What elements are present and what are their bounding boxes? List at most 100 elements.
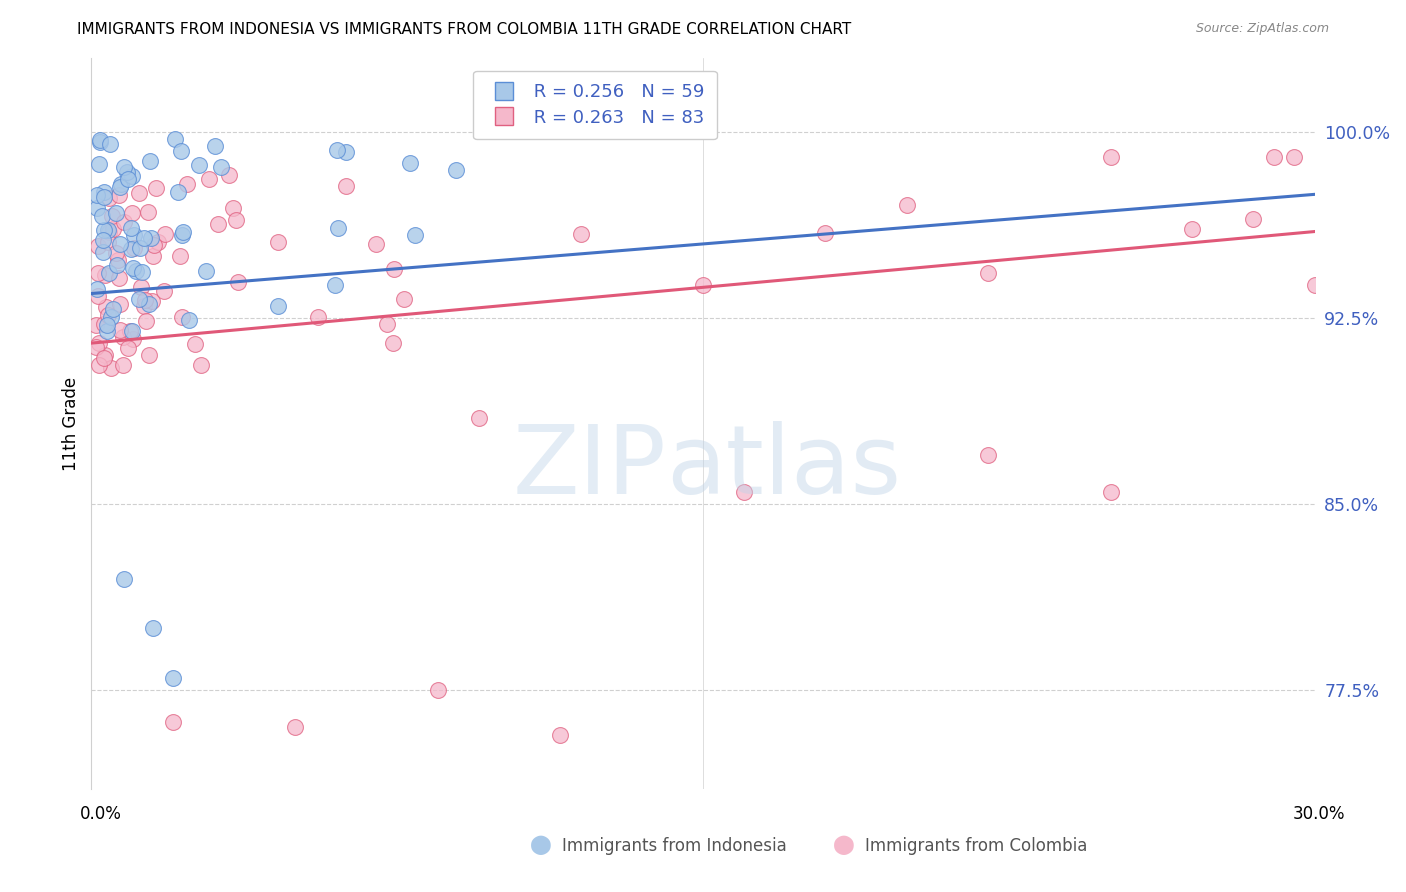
Point — [733, 484, 755, 499]
Point — [94, 268, 117, 282]
Point — [162, 715, 184, 730]
Point — [218, 168, 240, 182]
Text: ⬤: ⬤ — [832, 836, 855, 855]
Point — [135, 314, 157, 328]
Point — [122, 332, 145, 346]
Point — [94, 347, 117, 361]
Point — [120, 220, 142, 235]
Point — [136, 204, 159, 219]
Point — [112, 358, 135, 372]
Point — [1263, 150, 1285, 164]
Point — [93, 185, 115, 199]
Point — [1099, 150, 1122, 164]
Point — [267, 235, 290, 249]
Point — [91, 233, 114, 247]
Point — [86, 238, 108, 252]
Text: Immigrants from Indonesia: Immigrants from Indonesia — [562, 837, 787, 855]
Point — [170, 145, 193, 159]
Point — [128, 186, 150, 201]
Point — [89, 358, 111, 372]
Point — [138, 297, 160, 311]
Legend:  R = 0.256   N = 59,  R = 0.263   N = 83: R = 0.256 N = 59, R = 0.263 N = 83 — [474, 70, 717, 139]
Point — [112, 214, 135, 228]
Text: atlas: atlas — [666, 421, 901, 514]
Point — [97, 235, 120, 250]
Point — [172, 226, 194, 240]
Point — [162, 671, 184, 685]
Point — [382, 262, 405, 277]
Point — [184, 337, 207, 351]
Point — [122, 241, 145, 255]
Point — [100, 360, 122, 375]
Point — [335, 179, 357, 194]
Point — [129, 280, 152, 294]
Point — [89, 136, 111, 150]
Point — [121, 206, 143, 220]
Point — [97, 222, 120, 236]
Point — [1181, 222, 1204, 236]
Text: 30.0%: 30.0% — [1292, 805, 1346, 822]
Point — [399, 155, 422, 169]
Point — [198, 172, 221, 186]
Point — [172, 228, 194, 243]
Point — [84, 340, 107, 354]
Point — [179, 313, 201, 327]
Point — [90, 209, 112, 223]
Point — [550, 728, 572, 742]
Point — [101, 209, 124, 223]
Point — [692, 277, 714, 292]
Point — [87, 335, 110, 350]
Point — [110, 177, 132, 191]
Point — [93, 190, 115, 204]
Point — [108, 236, 131, 251]
Point — [209, 161, 232, 175]
Point — [100, 310, 122, 324]
Y-axis label: 11th Grade: 11th Grade — [62, 376, 80, 471]
Point — [207, 217, 229, 231]
Point — [204, 138, 226, 153]
Point — [131, 265, 153, 279]
Point — [117, 341, 139, 355]
Point — [169, 249, 191, 263]
Point — [105, 258, 128, 272]
Point — [134, 231, 156, 245]
Point — [107, 252, 129, 267]
Point — [1099, 484, 1122, 499]
Point — [382, 335, 405, 350]
Point — [96, 318, 118, 333]
Point — [467, 410, 491, 425]
Point — [115, 165, 138, 179]
Point — [98, 136, 121, 151]
Point — [86, 188, 108, 202]
Point — [307, 310, 329, 324]
Point — [444, 163, 467, 178]
Point — [896, 198, 918, 212]
Point — [107, 188, 129, 202]
Point — [86, 201, 108, 215]
Point — [145, 180, 167, 194]
Point — [427, 683, 450, 698]
Point — [364, 236, 387, 251]
Point — [97, 266, 120, 280]
Point — [188, 158, 211, 172]
Point — [141, 293, 163, 308]
Point — [103, 222, 125, 236]
Point — [112, 572, 135, 586]
Point — [118, 324, 141, 338]
Point — [93, 223, 115, 237]
Point — [139, 231, 162, 245]
Point — [167, 186, 190, 200]
Point — [977, 448, 1000, 462]
Point — [146, 235, 169, 249]
Point — [1282, 150, 1305, 164]
Point — [326, 143, 349, 157]
Point — [335, 145, 357, 160]
Point — [87, 157, 110, 171]
Point — [392, 293, 415, 307]
Point — [86, 289, 108, 303]
Point — [104, 246, 127, 260]
Point — [228, 275, 250, 289]
Point — [87, 266, 110, 280]
Point — [143, 238, 166, 252]
Point — [569, 227, 592, 242]
